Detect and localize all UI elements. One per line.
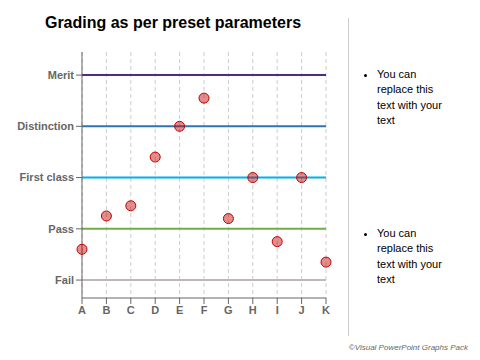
svg-text:Fail: Fail bbox=[55, 274, 74, 286]
svg-text:F: F bbox=[201, 304, 208, 316]
svg-text:I: I bbox=[276, 304, 279, 316]
svg-text:G: G bbox=[224, 304, 233, 316]
html-text:©Visual PowerPoint Graphs Pack: ©Visual PowerPoint Graphs Pack bbox=[348, 343, 468, 352]
svg-text:Merit: Merit bbox=[48, 69, 75, 81]
svg-text:B: B bbox=[102, 304, 110, 316]
html-text:You can replace this text with: You can replace this text with your text bbox=[377, 226, 442, 285]
svg-text:E: E bbox=[176, 304, 183, 316]
svg-text:Pass: Pass bbox=[48, 223, 74, 235]
svg-text:First class: First class bbox=[20, 171, 74, 183]
svg-text:D: D bbox=[151, 304, 159, 316]
html-text:You can replace this text with: You can replace this text with your text bbox=[377, 67, 442, 126]
html-text:Grading as per preset paramete: Grading as per preset parameters bbox=[44, 14, 301, 31]
svg-text:C: C bbox=[127, 304, 135, 316]
svg-text:H: H bbox=[249, 304, 257, 316]
svg-text:A: A bbox=[78, 304, 86, 316]
svg-text:K: K bbox=[322, 304, 330, 316]
svg-text:J: J bbox=[299, 304, 305, 316]
svg-text:Distinction: Distinction bbox=[17, 120, 74, 132]
